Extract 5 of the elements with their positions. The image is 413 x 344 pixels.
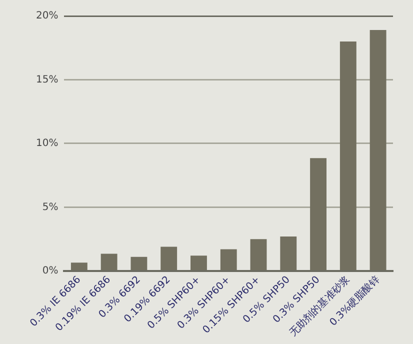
- y-tick-label: 20%: [36, 10, 58, 22]
- y-tick-label: 15%: [36, 74, 58, 86]
- y-tick-label: 10%: [36, 138, 58, 150]
- y-tick-label: 5%: [42, 202, 58, 213]
- y-tick-label: 0%: [42, 266, 58, 277]
